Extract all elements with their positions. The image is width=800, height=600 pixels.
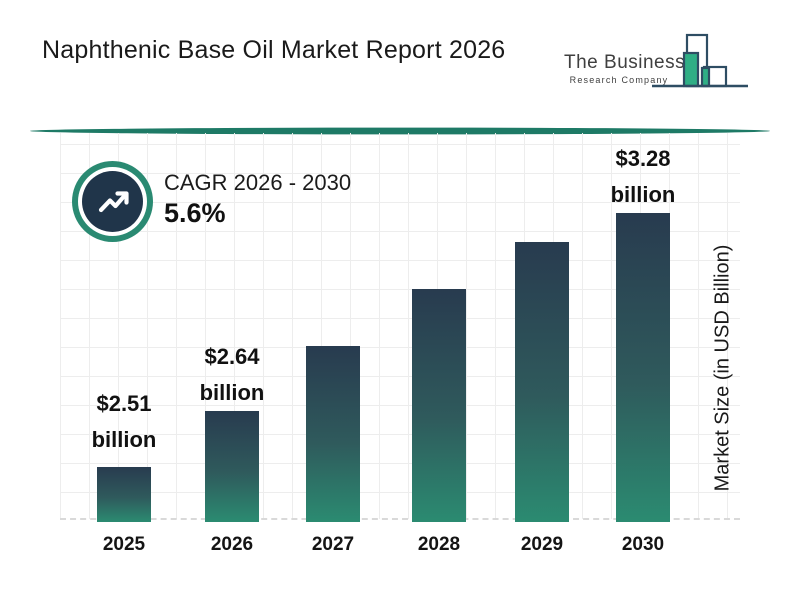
y-axis-label: Market Size (in USD Billion) — [711, 244, 734, 492]
company-logo: The Business Research Company — [560, 26, 775, 104]
cagr-badge — [72, 161, 153, 242]
x-tick-2030: 2030 — [621, 534, 665, 555]
logo-text: The Business Research Company — [564, 52, 686, 85]
cagr-period-label: CAGR 2026 - 2030 — [164, 170, 352, 195]
header-divider — [30, 127, 770, 135]
bar-2026 — [205, 411, 259, 522]
x-axis-baseline — [60, 518, 740, 520]
logo-text-secondary: Research Company — [569, 75, 669, 85]
x-tick-2026: 2026 — [210, 534, 254, 555]
value-label-2026: $2.64 billion — [199, 344, 265, 405]
page-title: Naphthenic Base Oil Market Report 2026 — [42, 36, 506, 64]
bar-2027 — [306, 346, 360, 522]
x-tick-2028: 2028 — [417, 534, 461, 555]
bar-2028 — [412, 289, 466, 522]
value-label-2025: $2.51 billion — [91, 391, 157, 452]
trending-up-icon — [98, 190, 129, 212]
bar-2030 — [616, 213, 670, 522]
cagr-badge-ring — [78, 167, 147, 236]
bar-2025 — [97, 467, 151, 522]
logo-bar-chart-icon — [652, 33, 748, 88]
x-tick-2029: 2029 — [520, 534, 564, 555]
cagr-value: 5.6% — [164, 198, 226, 228]
logo-text-primary: The Business — [564, 52, 686, 73]
x-tick-2025: 2025 — [102, 534, 146, 555]
bar-2029 — [515, 242, 569, 522]
value-label-2030: $3.28 billion — [610, 146, 676, 207]
cagr-badge-inner — [82, 171, 143, 232]
x-tick-2027: 2027 — [311, 534, 355, 555]
